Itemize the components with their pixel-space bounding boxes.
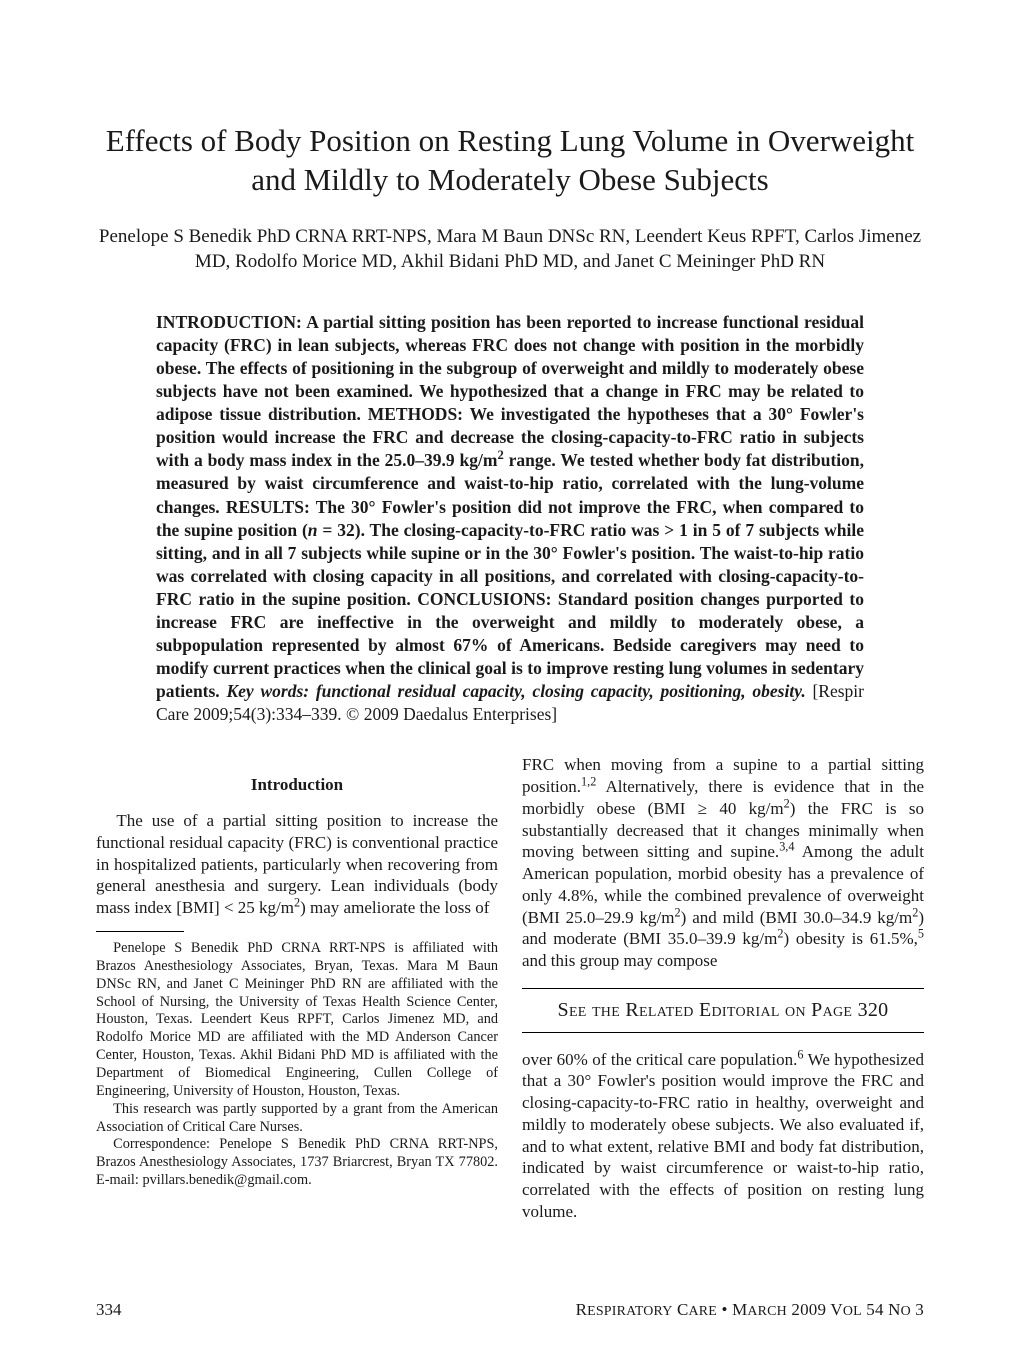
affiliation-rule bbox=[96, 931, 184, 932]
journal-citation: RESPIRATORY CARE • MARCH 2009 VOL 54 NO … bbox=[576, 1300, 924, 1320]
related-editorial-box: See the Related Editorial on Page 320 bbox=[522, 988, 924, 1033]
related-editorial-text: See the Related Editorial on Page 320 bbox=[558, 999, 889, 1021]
body-columns: Introduction The use of a partial sittin… bbox=[96, 754, 924, 1222]
author-line: Penelope S Benedik PhD CRNA RRT-NPS, Mar… bbox=[96, 224, 924, 275]
author-affiliations: Penelope S Benedik PhD CRNA RRT-NPS is a… bbox=[96, 940, 498, 1101]
page: Effects of Body Position on Resting Lung… bbox=[0, 0, 1020, 1354]
correspondence-info: Correspondence: Penelope S Benedik PhD C… bbox=[96, 1136, 498, 1190]
funding-statement: This research was partly supported by a … bbox=[96, 1101, 498, 1137]
abstract-block: INTRODUCTION: A partial sitting position… bbox=[156, 311, 864, 727]
page-number: 334 bbox=[96, 1300, 122, 1320]
abstract-keywords: Key words: functional residual capacity,… bbox=[226, 681, 805, 701]
page-footer: 334 RESPIRATORY CARE • MARCH 2009 VOL 54… bbox=[96, 1300, 924, 1320]
abstract-body: INTRODUCTION: A partial sitting position… bbox=[156, 312, 864, 702]
intro-paragraph-1: The use of a partial sitting position to… bbox=[96, 810, 498, 919]
intro-paragraph-3: over 60% of the critical care population… bbox=[522, 1049, 924, 1223]
intro-paragraph-2: FRC when moving from a supine to a parti… bbox=[522, 754, 924, 972]
section-heading-introduction: Introduction bbox=[96, 774, 498, 796]
article-title: Effects of Body Position on Resting Lung… bbox=[96, 122, 924, 200]
